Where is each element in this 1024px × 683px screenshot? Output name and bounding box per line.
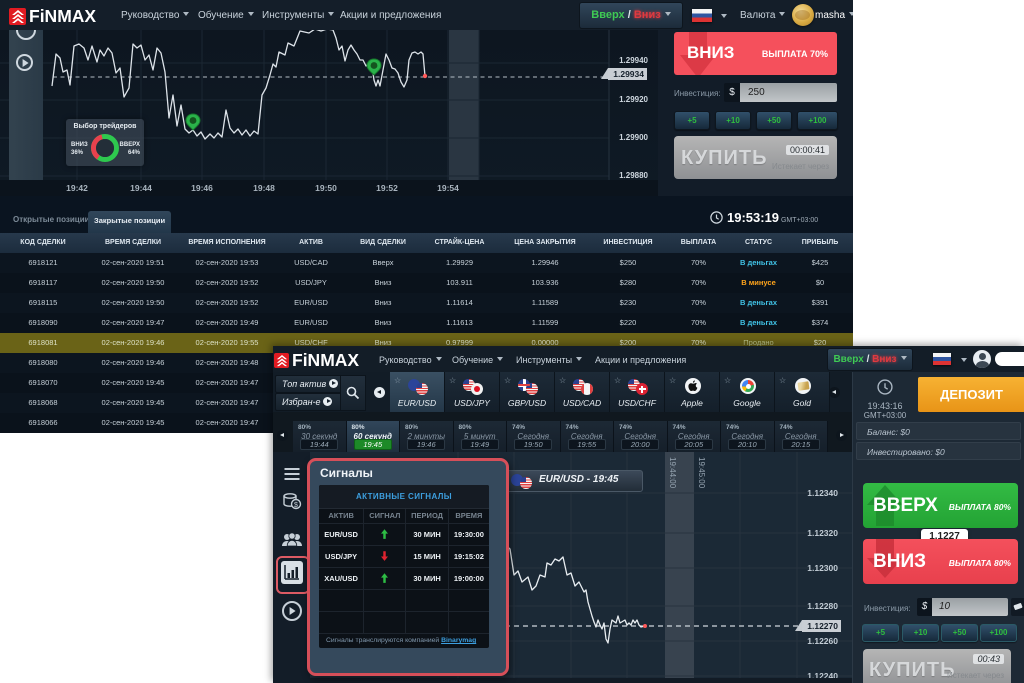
- svg-text:$: $: [294, 502, 298, 509]
